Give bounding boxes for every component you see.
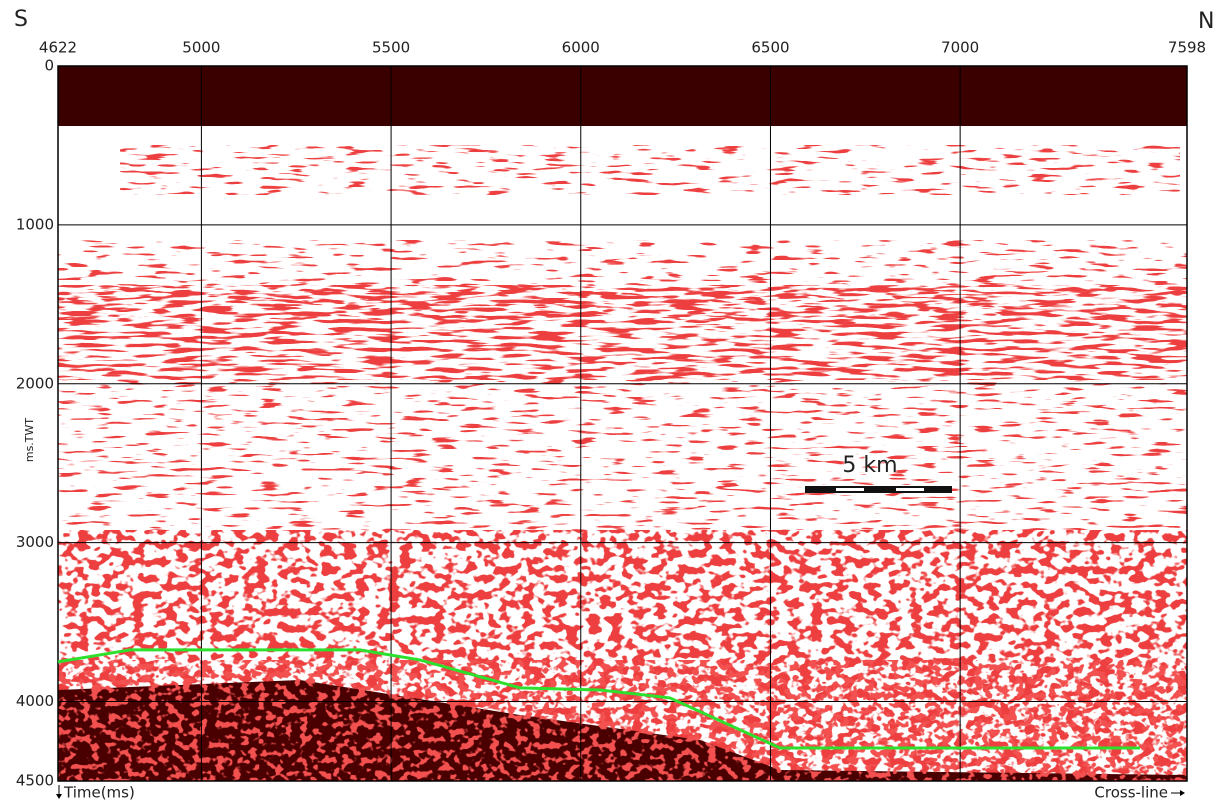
x-tick-label: 7598 [1168,39,1206,57]
x-tick-label: 4622 [39,39,77,57]
x-arrow-head [1180,790,1185,796]
left-end-label: S [14,7,28,32]
x-tick-label: 5000 [182,39,220,57]
y-tick-label: 0 [44,57,54,75]
right-end-label: N [1198,9,1214,34]
x-tick-label: 5500 [372,39,410,57]
horizon-line [57,648,1140,750]
seismic-texture [58,66,1187,781]
y-tick-label: 1000 [16,215,54,233]
y-tick-label: 3000 [16,533,54,551]
y-tick-label: 2000 [16,374,54,392]
plot-frame [57,65,1188,782]
y-axis-title: ms.TWT [23,418,36,463]
y-tick-label: 4000 [16,692,54,710]
x-tick-label: 6000 [562,39,600,57]
x-axis-label: Cross-line [1094,784,1168,802]
y-arrow-head [56,794,62,799]
x-tick-label: 6500 [751,39,789,57]
y-tick-label: 4500 [16,772,54,790]
scale-bar-label: 5 km [842,453,897,478]
x-tick-label: 7000 [941,39,979,57]
y-axis-label: Time(ms) [63,784,135,802]
scale-bar: 5 km [805,453,952,493]
